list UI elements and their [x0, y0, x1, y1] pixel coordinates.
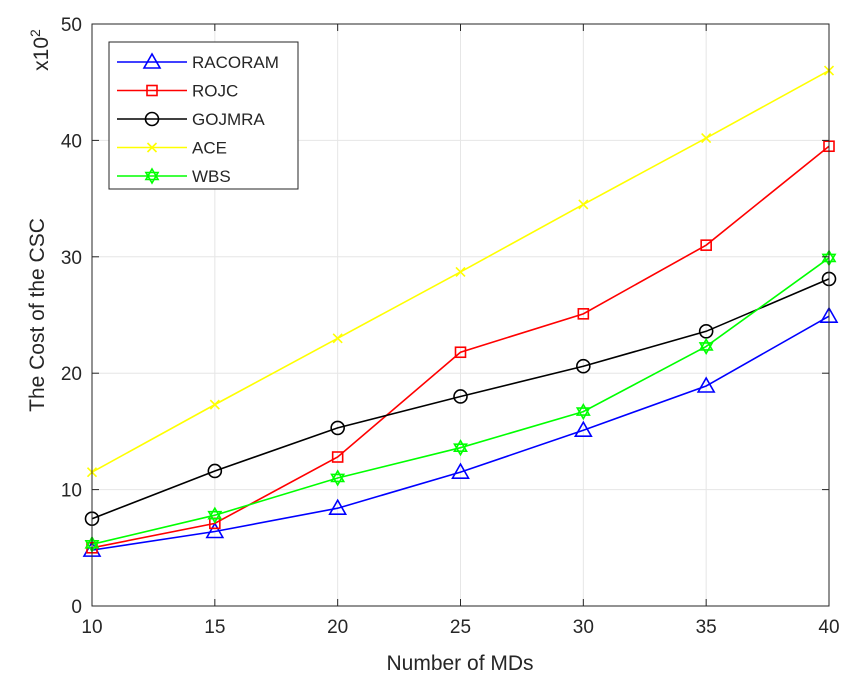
legend-item-racoram: RACORAM — [117, 52, 279, 72]
data-point-racoram — [451, 462, 470, 479]
data-point-rojc — [577, 308, 590, 320]
x-tick-label: 25 — [450, 617, 471, 638]
data-point-rojc — [454, 346, 467, 359]
data-point-racoram — [205, 521, 225, 539]
marker-part — [453, 443, 468, 457]
legend-label-ace: ACE — [192, 139, 227, 158]
data-point-wbs — [698, 337, 714, 356]
data-point-rojc — [331, 451, 344, 463]
y-tick-label: 20 — [61, 364, 82, 385]
legend-item-ace: ACE — [117, 139, 227, 158]
marker-part — [207, 506, 223, 520]
data-point-gojmra — [698, 323, 714, 339]
marker-part — [207, 510, 223, 524]
data-point-ace — [455, 266, 466, 277]
multiplier-base: x10 — [30, 37, 53, 71]
x-tick-label: 20 — [327, 617, 348, 638]
legend-swatch-marker — [142, 52, 162, 69]
marker-part — [144, 167, 160, 181]
data-point-gojmra — [453, 389, 468, 404]
legend-swatch-marker — [144, 111, 160, 127]
data-point-gojmra — [207, 463, 223, 479]
y-tick-label: 40 — [61, 131, 82, 152]
legend-box — [108, 41, 299, 190]
x-tick-label: 30 — [573, 617, 594, 638]
legend: RACORAM ROJC GOJMRA ACE WBS — [108, 41, 299, 190]
data-point-ace — [701, 133, 712, 144]
data-point-wbs — [207, 506, 223, 524]
legend-label-gojmra: GOJMRA — [192, 110, 265, 129]
legend-label-wbs: WBS — [192, 167, 231, 186]
data-point-racoram — [328, 498, 348, 516]
y-tick-label: 10 — [61, 481, 82, 502]
marker-part — [575, 403, 591, 416]
series-line-wbs — [91, 257, 830, 546]
series-layer — [82, 65, 839, 557]
marker-part — [575, 407, 591, 421]
x-tick-label: 40 — [818, 617, 839, 638]
legend-swatch-marker — [146, 84, 158, 97]
y-tick-label: 30 — [61, 248, 82, 269]
marker-part — [453, 439, 468, 453]
legend-label-racoram: RACORAM — [192, 53, 279, 72]
series-ace — [86, 65, 835, 478]
data-point-wbs — [575, 403, 591, 421]
marker-part — [330, 473, 346, 487]
series-line-racoram — [91, 315, 830, 551]
y-axis-ticks: 0 10 20 30 40 50 — [61, 15, 829, 618]
y-axis-label: The Cost of the CSC — [26, 218, 49, 412]
x-axis-ticks: 10 15 20 25 30 35 40 — [81, 24, 840, 638]
data-point-ace — [332, 333, 343, 344]
legend-item-gojmra: GOJMRA — [117, 110, 265, 129]
marker-part — [698, 337, 714, 351]
series-line-gojmra — [91, 278, 830, 520]
x-axis-label: Number of MDs — [386, 652, 533, 675]
data-point-ace — [578, 199, 589, 210]
legend-swatch-marker — [146, 142, 158, 153]
multiplier-exponent: 2 — [27, 29, 43, 37]
legend-item-rojc: ROJC — [117, 82, 238, 101]
marker-part — [698, 342, 714, 356]
data-point-racoram — [573, 420, 593, 438]
legend-swatch-marker — [144, 167, 160, 185]
x-tick-label: 10 — [81, 617, 102, 638]
data-point-gojmra — [576, 358, 591, 374]
y-axis-multiplier: x102 — [27, 29, 53, 71]
y-tick-label: 50 — [61, 15, 82, 36]
data-point-wbs — [453, 439, 468, 457]
marker-part — [144, 171, 160, 185]
x-tick-label: 15 — [204, 617, 225, 638]
legend-item-wbs: WBS — [117, 167, 231, 186]
legend-label-rojc: ROJC — [192, 82, 238, 101]
data-point-racoram — [696, 376, 716, 393]
y-tick-label: 0 — [71, 597, 82, 618]
data-point-gojmra — [330, 420, 345, 436]
data-point-ace — [209, 399, 220, 410]
x-tick-label: 35 — [696, 617, 717, 638]
data-point-wbs — [330, 469, 346, 487]
data-point-rojc — [700, 239, 712, 251]
marker-part — [330, 469, 346, 483]
